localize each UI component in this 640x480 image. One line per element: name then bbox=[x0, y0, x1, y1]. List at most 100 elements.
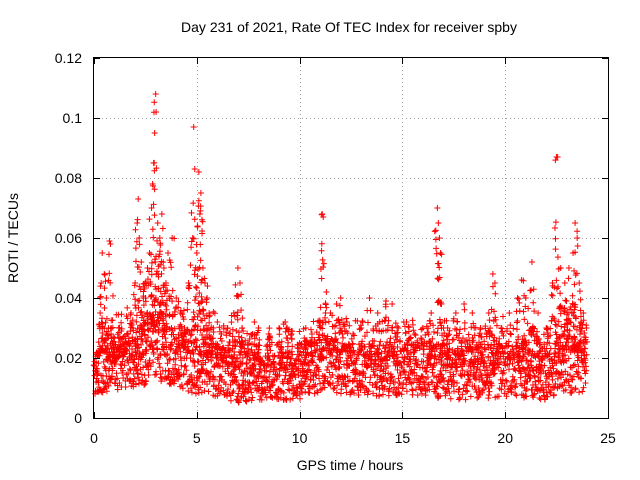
data-point bbox=[581, 329, 588, 336]
data-point bbox=[188, 389, 195, 396]
data-point bbox=[161, 331, 168, 338]
data-point bbox=[563, 298, 570, 305]
data-point bbox=[516, 307, 523, 314]
data-point bbox=[531, 390, 538, 397]
data-point bbox=[164, 350, 171, 357]
data-point bbox=[138, 371, 145, 378]
data-point bbox=[288, 355, 295, 362]
data-point bbox=[112, 360, 119, 367]
data-point bbox=[148, 337, 155, 344]
data-point bbox=[152, 91, 159, 97]
data-point bbox=[326, 369, 333, 376]
data-point bbox=[437, 392, 444, 399]
data-point bbox=[572, 272, 579, 279]
data-point bbox=[224, 325, 231, 332]
data-point bbox=[276, 325, 283, 331]
data-point bbox=[336, 348, 343, 355]
data-point bbox=[417, 335, 424, 342]
data-point bbox=[131, 282, 138, 289]
data-point bbox=[548, 291, 555, 298]
data-point bbox=[578, 375, 585, 382]
data-point bbox=[488, 382, 495, 389]
data-point bbox=[355, 371, 362, 378]
data-point bbox=[266, 373, 273, 380]
data-point bbox=[389, 352, 396, 359]
data-point bbox=[145, 334, 152, 341]
data-point bbox=[438, 301, 445, 307]
data-point bbox=[146, 216, 153, 223]
data-point bbox=[295, 342, 302, 349]
data-point bbox=[186, 282, 193, 289]
data-point bbox=[511, 376, 518, 383]
data-point bbox=[333, 389, 340, 396]
data-point bbox=[495, 364, 502, 371]
data-point bbox=[334, 339, 341, 346]
data-point bbox=[99, 250, 106, 256]
data-point bbox=[557, 290, 564, 297]
data-point bbox=[128, 320, 135, 327]
data-point bbox=[374, 372, 381, 379]
data-point bbox=[468, 367, 475, 374]
data-point bbox=[178, 357, 185, 364]
data-point bbox=[198, 293, 205, 300]
data-point bbox=[219, 345, 226, 352]
data-point bbox=[329, 323, 336, 330]
data-point bbox=[438, 357, 445, 364]
data-point bbox=[171, 336, 178, 343]
data-point bbox=[479, 387, 486, 394]
data-point bbox=[453, 332, 460, 339]
data-point bbox=[320, 354, 327, 361]
data-point bbox=[199, 297, 206, 304]
data-point bbox=[324, 333, 331, 340]
data-point bbox=[287, 377, 294, 384]
data-point bbox=[461, 319, 468, 326]
data-point bbox=[234, 316, 241, 323]
data-point bbox=[93, 368, 100, 375]
data-point bbox=[102, 319, 109, 326]
data-point bbox=[335, 316, 342, 323]
data-point bbox=[253, 378, 260, 385]
data-point bbox=[255, 327, 262, 334]
data-point bbox=[543, 345, 550, 352]
data-point bbox=[302, 325, 309, 331]
data-point bbox=[199, 276, 206, 283]
data-point bbox=[107, 340, 114, 347]
data-point bbox=[336, 302, 343, 309]
data-point bbox=[274, 341, 281, 348]
data-point bbox=[282, 396, 289, 403]
data-point bbox=[168, 345, 175, 352]
data-point bbox=[297, 349, 304, 356]
data-point bbox=[565, 265, 572, 271]
data-point bbox=[228, 319, 235, 326]
data-point bbox=[522, 303, 529, 310]
data-point bbox=[569, 300, 576, 307]
data-point bbox=[454, 364, 461, 371]
data-point bbox=[375, 350, 382, 357]
data-point bbox=[246, 335, 253, 342]
data-point bbox=[228, 312, 235, 319]
data-point bbox=[169, 339, 176, 346]
data-point bbox=[134, 345, 141, 352]
data-point bbox=[498, 386, 505, 393]
data-point bbox=[236, 280, 243, 286]
data-point bbox=[316, 375, 323, 382]
data-point bbox=[552, 246, 559, 253]
data-point bbox=[109, 353, 116, 360]
data-point bbox=[204, 369, 211, 376]
data-point bbox=[148, 271, 155, 278]
data-point bbox=[238, 343, 245, 350]
data-point bbox=[461, 361, 468, 368]
data-point bbox=[201, 315, 208, 322]
data-point bbox=[151, 99, 158, 106]
data-point bbox=[155, 285, 162, 292]
data-point bbox=[188, 385, 195, 392]
data-point bbox=[180, 371, 187, 378]
data-point bbox=[507, 322, 514, 329]
data-point bbox=[399, 385, 406, 392]
data-point bbox=[225, 386, 232, 393]
data-point bbox=[195, 169, 202, 175]
data-point bbox=[580, 310, 587, 316]
data-point bbox=[276, 325, 283, 332]
data-point bbox=[484, 379, 491, 386]
data-point bbox=[178, 381, 185, 388]
